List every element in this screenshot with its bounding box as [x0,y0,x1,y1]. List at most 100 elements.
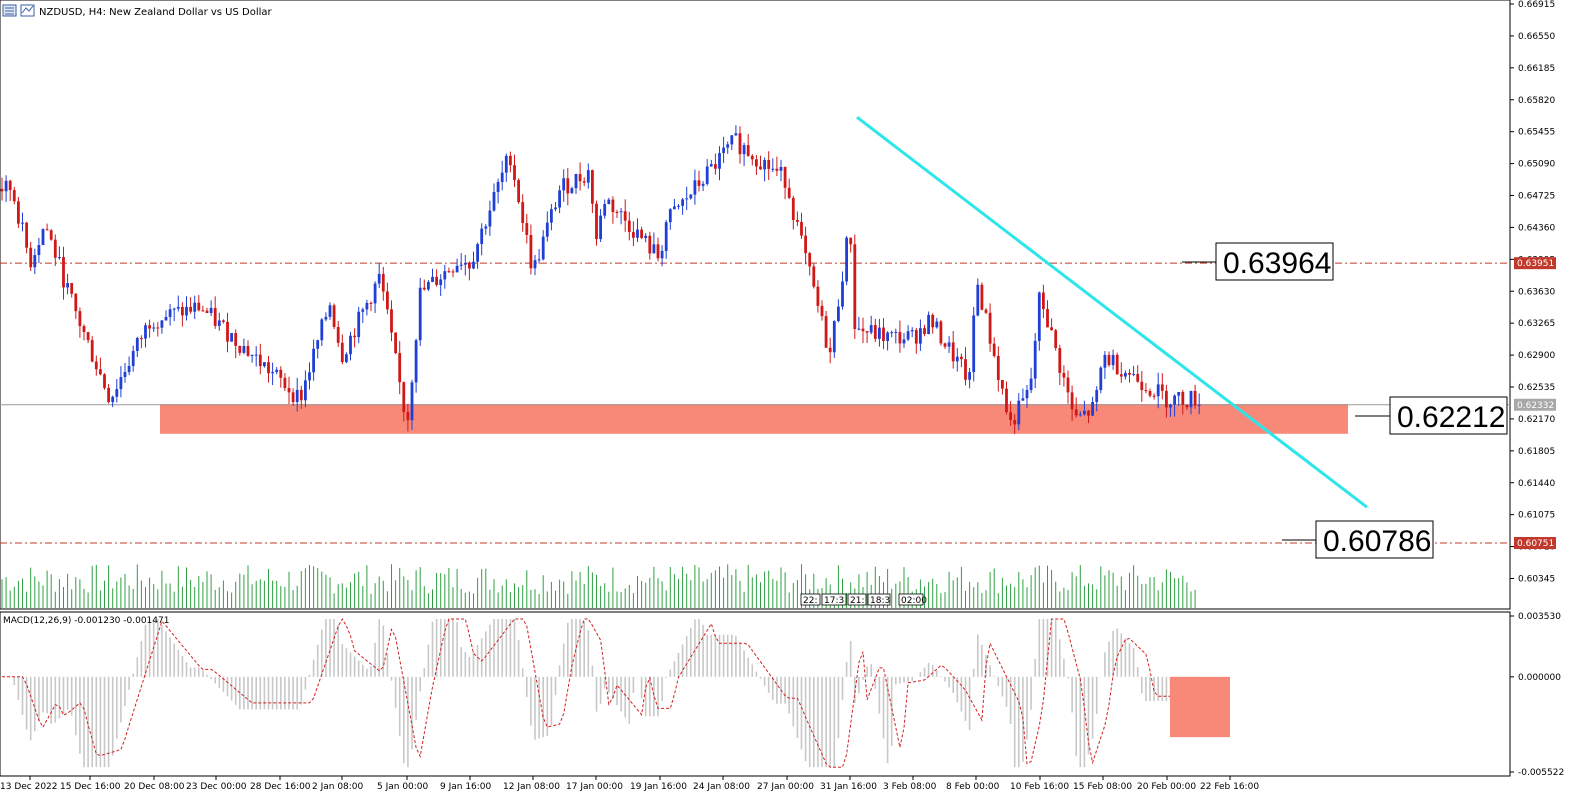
candle-body [964,359,967,380]
candle-body [521,202,525,224]
price-tick-label: 0.61805 [1518,447,1555,457]
candle-body [246,346,250,356]
candle-body [4,180,8,192]
price-annotations[interactable]: 0.63964 0.62212 0.60786 [1182,242,1508,559]
candle-body [931,314,935,328]
price-tick-label: 0.63630 [1518,287,1555,297]
candle-body [800,221,803,236]
candle-body [103,374,106,388]
candle-body [488,210,492,227]
annotation-value: 0.60786 [1323,525,1431,558]
candle-body [668,209,672,223]
candle-body [578,174,582,182]
candle-body [1050,327,1053,331]
candle-body [1173,395,1176,405]
candle-body [750,155,754,160]
candle-body [775,168,779,171]
candle-body [1152,395,1156,397]
candle-body [349,335,352,355]
candle-body [189,306,192,312]
candle-body [468,263,471,269]
candle-body [1058,348,1062,373]
price-axis[interactable]: 0.66915 0.66550 0.66185 0.65820 0.65455 0.650… [1510,0,1556,585]
candle-body [648,235,652,254]
candle-body [902,339,906,344]
chart-title: NZDUSD, H4: New Zealand Dollar vs US Dol… [39,7,273,18]
trendline[interactable] [856,116,1368,509]
candle-body [1156,384,1160,397]
price-tick-label: 0.65455 [1518,128,1555,138]
candle-body [1074,409,1078,416]
candle-body [422,287,426,290]
candle-body [324,316,328,320]
price-tick-label: 0.64725 [1518,192,1555,202]
candle-body [258,354,262,367]
candle-body [812,266,816,287]
candle-body [164,317,168,321]
candle-body [1091,401,1094,416]
candle-body [148,325,151,329]
candle-body [1054,330,1058,349]
candle-body [242,346,246,353]
candle-body [615,212,619,214]
support-zone-rect[interactable] [160,404,1348,434]
candle-body [853,244,857,330]
candle-body [709,164,713,167]
candle-body [58,257,61,259]
trendline-line[interactable] [856,116,1368,509]
candle-body [90,340,94,362]
candle-body [652,244,656,254]
candle-body [849,237,853,245]
candle-body [500,172,504,183]
level-price-tag[interactable]: 0.63951 [1514,257,1556,270]
candle-body [263,362,266,367]
candle-body [595,203,598,240]
candle-body [131,350,135,367]
candle-body [890,332,894,334]
candle-body [693,180,697,195]
price-annotation[interactable]: 0.60786 [1282,520,1434,559]
candle-body [472,261,475,269]
candle-body [377,273,381,284]
candle-body [1017,400,1021,425]
time-axis[interactable]: 13 Dec 2022 15 Dec 16:00 20 Dec 08:00 23 De… [0,776,1259,792]
candle-body [267,362,270,374]
candle-body [250,354,254,356]
candle-body [562,178,566,191]
candle-body [1066,377,1070,393]
time-tick-label: 9 Jan 16:00 [440,782,492,792]
level-tag-bg [1514,257,1556,270]
candle-body [960,356,963,360]
candle-body [447,271,451,273]
candle-body [996,355,1000,381]
candle-body [791,197,795,220]
candle-body [295,389,299,403]
candle-body [1140,381,1144,391]
candle-body [1042,292,1045,310]
candle-body [144,325,147,339]
horizontal-levels[interactable] [0,262,1510,544]
time-tick-label: 3 Feb 08:00 [883,782,937,792]
candle-body [951,342,955,362]
candle-body [320,319,324,341]
level-price-tag[interactable]: 0.60751 [1514,536,1556,549]
candle-body [74,293,78,312]
candle-body [1185,404,1189,408]
candle-body [537,259,541,261]
candle-body [1013,419,1017,425]
price-annotation[interactable]: 0.63964 [1182,242,1334,281]
candle-body [463,263,467,265]
candle-body [480,228,484,245]
candle-body [82,326,86,333]
candle-body [554,207,557,210]
price-annotation[interactable]: 0.62212 [1355,396,1508,435]
candle-body [230,333,233,342]
candle-body [431,276,434,283]
candle-body [673,206,676,210]
support-zone[interactable] [160,404,1348,434]
current-price-tag[interactable]: 0.62332 [1514,398,1556,411]
chart-window-icon[interactable] [2,4,17,17]
candle-body [746,145,750,156]
candle-body [287,387,291,393]
